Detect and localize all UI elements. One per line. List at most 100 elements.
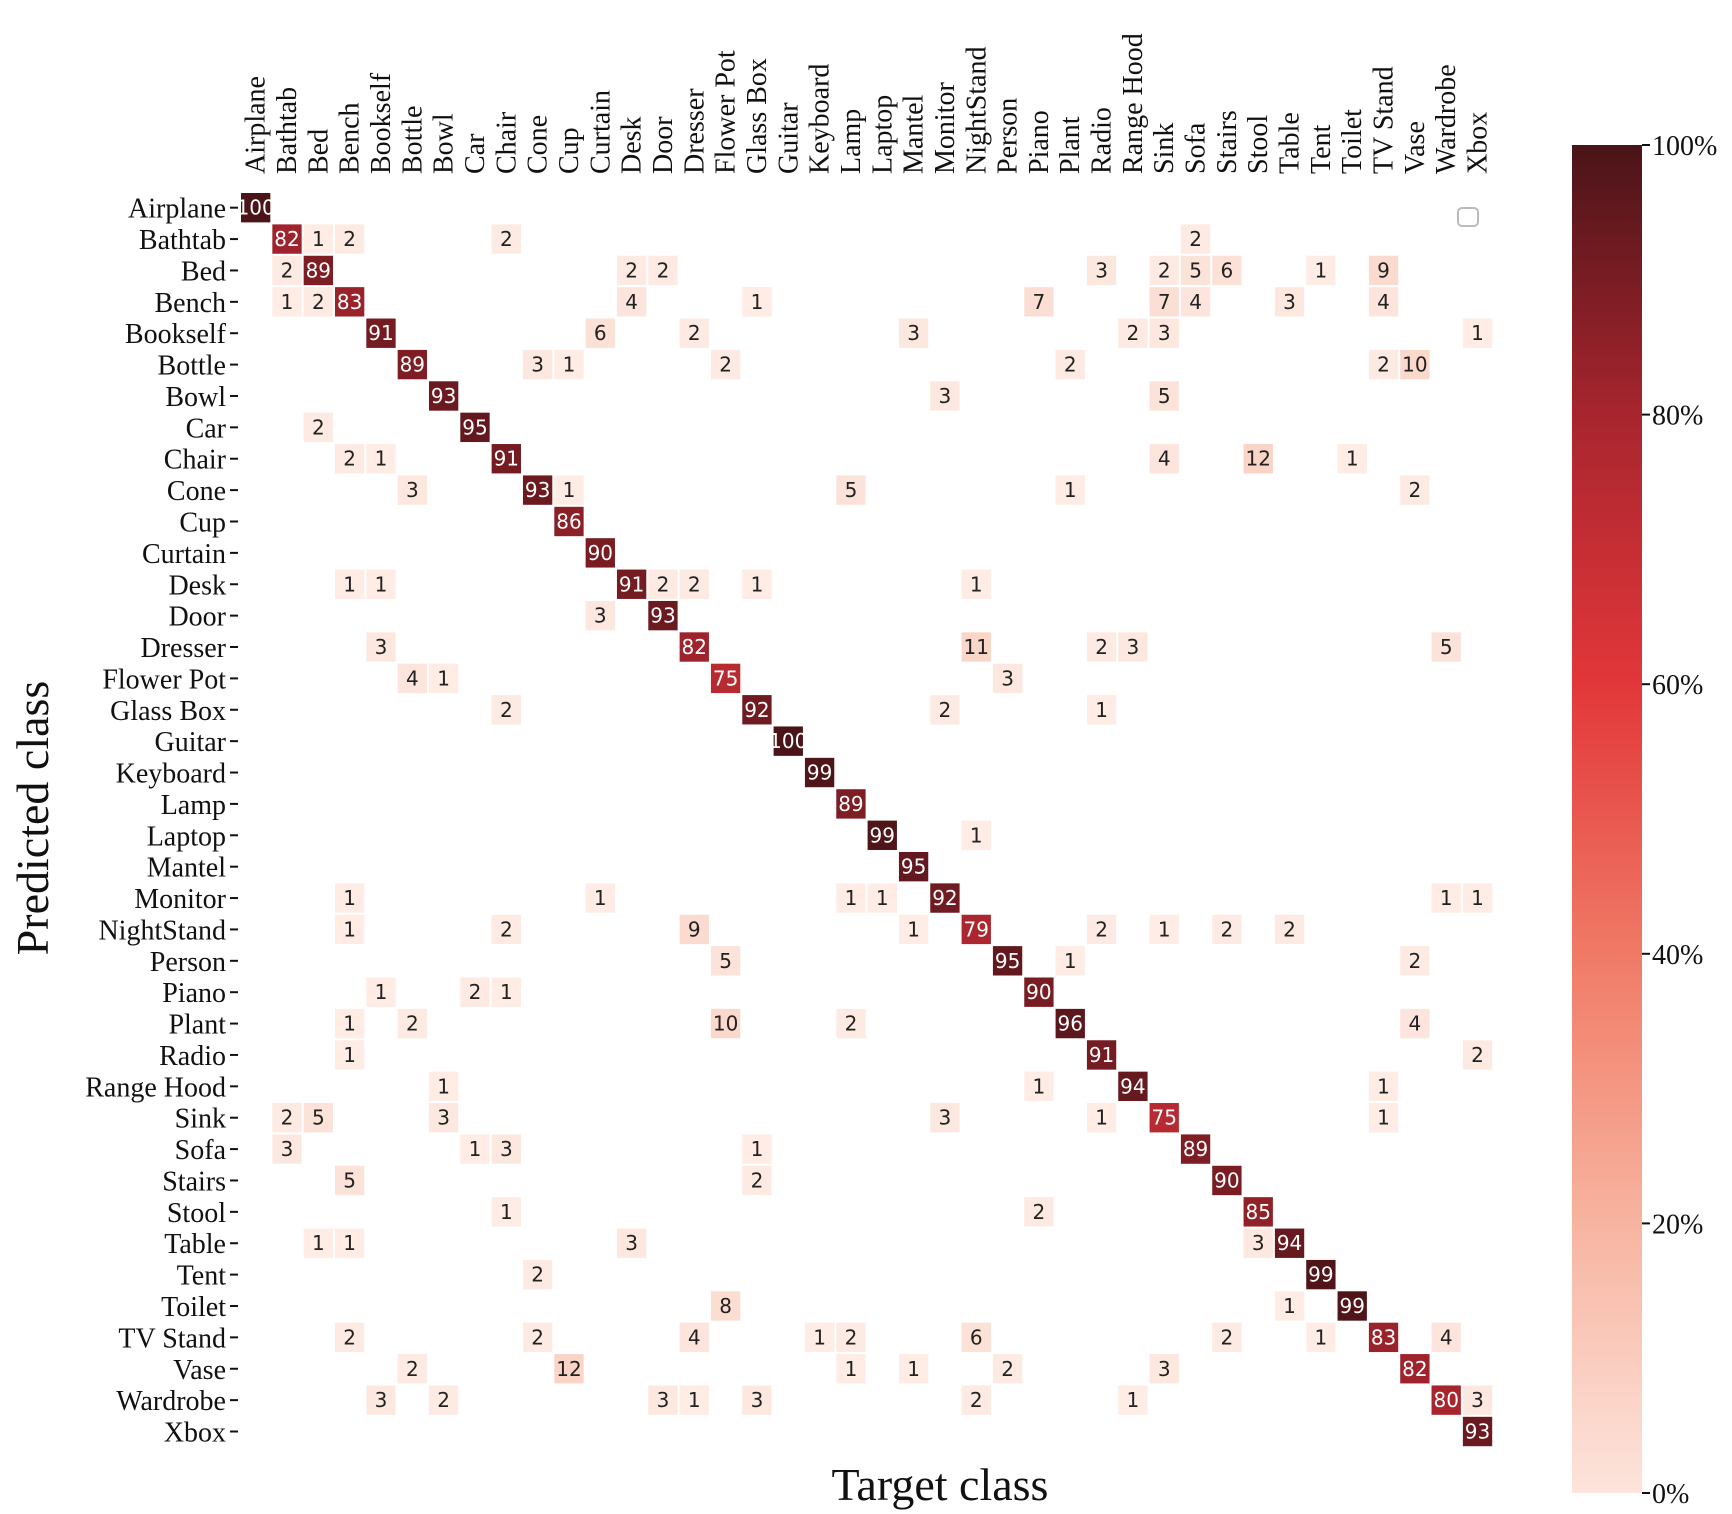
column-labels: Airplane Bathtab Bed Bench Bookself Bottle Bow…: [241, 33, 1494, 174]
cell-rect: [679, 569, 709, 599]
cell-rect: [585, 318, 615, 348]
cell-bottle-flower-pot: 2: [710, 349, 741, 380]
cell-bed-tv-stand: 9: [1368, 255, 1399, 286]
col-label-bed: Bed: [303, 129, 334, 174]
cell-vase-bottle: 2: [397, 1354, 427, 1384]
cell-value: 1: [970, 823, 983, 847]
cell-rect: [1243, 1197, 1273, 1227]
cell-value: 95: [462, 415, 487, 439]
cell-sofa-bathtab: 3: [272, 1134, 302, 1164]
cell-rect: [679, 914, 709, 945]
cell-rect: [303, 1228, 333, 1258]
cell-value: 3: [1095, 258, 1108, 282]
cell-value: 2: [500, 227, 513, 251]
cell-rect: [272, 224, 302, 254]
cell-value: 10: [713, 1012, 738, 1036]
cell-value: 5: [1158, 384, 1171, 408]
cell-rect: [679, 1322, 709, 1353]
cell-tv-stand-cone: 2: [522, 1322, 553, 1353]
cell-desk-door: 2: [648, 569, 678, 599]
cell-value: 4: [1440, 1325, 1453, 1349]
cell-rect: [836, 1322, 866, 1353]
cell-rect: [1431, 883, 1461, 913]
cell-person-flower-pot: 5: [710, 946, 741, 976]
cell-bed-stairs: 6: [1212, 255, 1242, 286]
cell-rect: [397, 349, 427, 380]
cell-value: 93: [431, 384, 456, 408]
cell-value: 91: [494, 447, 519, 471]
cell-radio-bench: 1: [334, 1040, 365, 1070]
cell-bed-tent: 1: [1306, 255, 1336, 286]
cell-rect: [522, 1259, 553, 1290]
cell-sink-sink: 75: [1149, 1103, 1179, 1133]
cell-rect: [679, 318, 709, 348]
cell-wardrobe-nightstand: 2: [961, 1385, 991, 1415]
cell-toilet-toilet: 99: [1337, 1291, 1367, 1321]
cell-value: 8: [719, 1294, 732, 1318]
cell-plant-vase: 4: [1400, 1008, 1430, 1039]
col-label-xbox: Xbox: [1463, 112, 1494, 174]
row-label-car: Car: [186, 413, 227, 444]
cell-rect: [961, 820, 991, 850]
col-label-chair: Chair: [491, 111, 522, 174]
colorbar-ticks: 100% 80% 60% 40% 20% 0%: [1642, 131, 1717, 1510]
cell-value: 2: [406, 1012, 419, 1036]
cell-rect: [1274, 287, 1305, 317]
cell-plant-lamp: 2: [836, 1008, 866, 1039]
cell-bottle-cup: 1: [554, 349, 584, 380]
cell-value: 2: [343, 227, 356, 251]
row-label-stairs: Stairs: [162, 1166, 226, 1197]
cell-bathtab-bathtab: 82: [272, 224, 302, 254]
cell-bookself-sink: 3: [1149, 318, 1179, 348]
col-label-mantel: Mantel: [899, 94, 930, 174]
cell-bench-piano: 7: [1024, 287, 1054, 317]
cell-bed-door: 2: [648, 255, 678, 286]
cell-rect: [1149, 318, 1179, 348]
cell-dresser-bookself: 3: [366, 632, 396, 662]
cell-value: 82: [682, 635, 707, 659]
cell-value: 3: [1001, 666, 1014, 690]
cell-rect: [1024, 1071, 1054, 1102]
cell-value: 1: [1283, 1294, 1296, 1318]
cell-rect: [742, 695, 772, 725]
cell-value: 91: [1089, 1043, 1114, 1067]
col-label-tent: Tent: [1306, 124, 1337, 174]
cell-vase-vase: 82: [1400, 1354, 1430, 1384]
cell-bookself-dresser: 2: [679, 318, 709, 348]
cell-bed-sofa: 5: [1180, 255, 1211, 286]
cell-value: 1: [1064, 949, 1077, 973]
cell-plant-flower-pot: 10: [710, 1008, 741, 1039]
cell-value: 2: [970, 1388, 983, 1412]
cell-value: 94: [1277, 1231, 1302, 1255]
cell-value: 94: [1120, 1074, 1145, 1098]
cell-value: 2: [1221, 1325, 1234, 1349]
cell-value: 83: [1371, 1325, 1396, 1349]
cell-sink-tv-stand: 1: [1368, 1103, 1399, 1133]
cell-rect: [961, 914, 991, 945]
cell-bench-glass-box: 1: [742, 287, 772, 317]
cell-door-curtain: 3: [585, 600, 615, 631]
cell-rect: [1306, 1259, 1336, 1290]
row-label-curtain: Curtain: [142, 539, 226, 570]
row-label-airplane: Airplane: [128, 194, 226, 225]
cell-value: 3: [437, 1106, 450, 1130]
cell-sink-radio: 1: [1086, 1103, 1117, 1133]
cell-rect: [1118, 1071, 1148, 1102]
row-label-person: Person: [150, 947, 226, 978]
cell-rect: [1462, 1416, 1493, 1447]
cell-rect: [1024, 1197, 1054, 1227]
cell-rect: [930, 1103, 960, 1133]
cell-chair-chair: 91: [491, 444, 521, 474]
cell-nightstand-stairs: 2: [1212, 914, 1242, 945]
cell-rect: [836, 475, 866, 505]
cell-cone-lamp: 5: [836, 475, 866, 505]
row-label-radio: Radio: [159, 1041, 226, 1072]
cell-value: 1: [563, 353, 576, 377]
cell-range-hood-range-hood: 94: [1118, 1071, 1148, 1102]
cell-rect: [1400, 475, 1430, 505]
cell-rect: [303, 412, 333, 443]
row-label-table: Table: [164, 1229, 226, 1260]
col-label-laptop: Laptop: [867, 95, 898, 174]
row-label-bottle: Bottle: [158, 351, 226, 382]
cell-rect: [648, 1385, 678, 1415]
